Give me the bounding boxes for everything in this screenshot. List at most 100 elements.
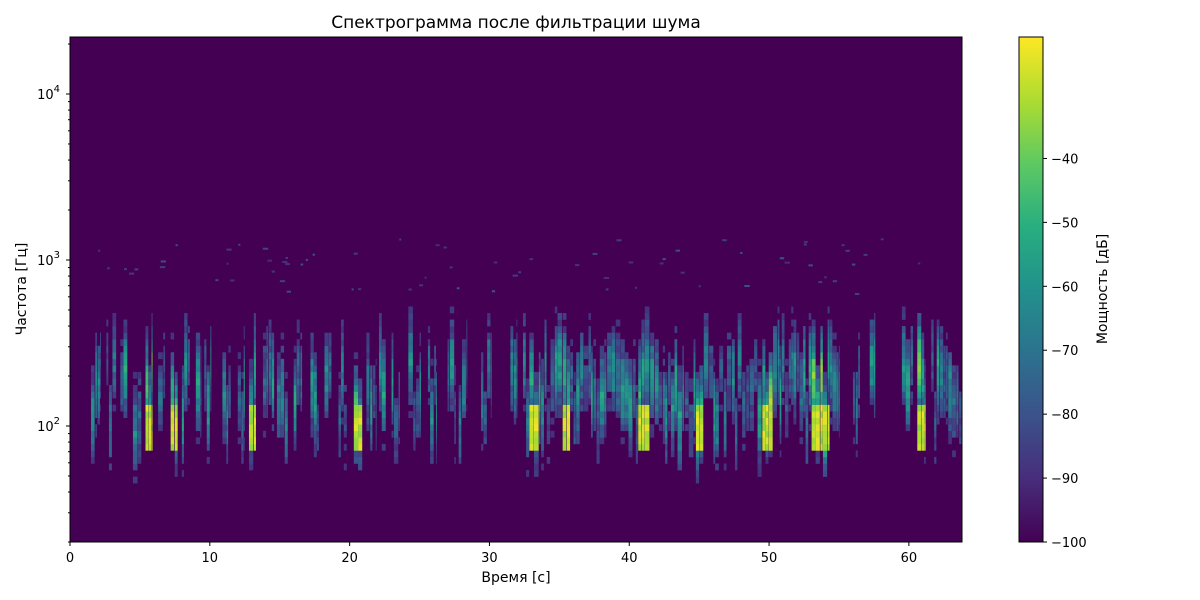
spectrogram-cell bbox=[827, 430, 830, 438]
spectrogram-cell bbox=[917, 365, 922, 373]
spectrogram-cell bbox=[243, 437, 245, 445]
spectrogram-cell bbox=[358, 404, 363, 412]
spectrogram-cell bbox=[628, 437, 633, 445]
spectrogram-cell bbox=[777, 332, 780, 340]
spectrogram-cell bbox=[538, 404, 541, 412]
spectrogram-cell bbox=[381, 339, 386, 347]
spectrogram-cell bbox=[624, 378, 629, 386]
spectrogram-cell bbox=[408, 398, 413, 405]
spectrogram-cell bbox=[280, 411, 285, 418]
spectrogram-cell bbox=[210, 352, 212, 360]
spectrogram-cell bbox=[754, 384, 758, 392]
spectrogram-cell bbox=[836, 398, 839, 405]
spectrogram-cell bbox=[731, 378, 735, 386]
spectrogram-cell bbox=[670, 417, 675, 425]
spectrogram-cell bbox=[901, 365, 906, 373]
spectrogram-cell bbox=[931, 365, 934, 373]
spectrogram-cell bbox=[419, 358, 421, 366]
spectrogram-cell bbox=[905, 424, 911, 432]
spectrogram-cell bbox=[436, 398, 437, 405]
spectrogram-cell bbox=[226, 443, 229, 451]
spectrogram-cell bbox=[615, 371, 621, 379]
spectrogram-cell bbox=[243, 326, 245, 333]
spectrogram-cell bbox=[253, 411, 256, 418]
spectrogram-cell bbox=[237, 411, 241, 418]
spectrogram-cell bbox=[917, 411, 922, 418]
spectrogram-cell bbox=[924, 358, 926, 366]
spectrogram-cell bbox=[268, 352, 272, 360]
spectrogram-cell bbox=[243, 352, 245, 360]
spectrogram-cell bbox=[557, 378, 562, 386]
spectrogram-cell bbox=[284, 417, 288, 425]
spectrogram-cell bbox=[822, 404, 828, 412]
spectrogram-cell bbox=[282, 260, 288, 263]
spectrogram-cell bbox=[583, 371, 589, 379]
spectrogram-cell bbox=[836, 424, 839, 432]
spectrogram-cell bbox=[310, 339, 314, 347]
spectrogram-cell bbox=[436, 430, 437, 438]
spectrogram-cell bbox=[777, 391, 780, 399]
spectrogram-cell bbox=[184, 313, 188, 320]
spectrogram-cell bbox=[228, 378, 231, 386]
spectrogram-cell bbox=[811, 352, 816, 360]
spectrogram-cell bbox=[284, 404, 288, 412]
spectrogram-cell bbox=[271, 352, 275, 360]
spectrogram-cell bbox=[375, 443, 377, 451]
spectrogram-cell bbox=[557, 345, 562, 353]
spectrogram-cell bbox=[526, 437, 530, 445]
spectrogram-cell bbox=[481, 371, 484, 379]
spectrogram-cell bbox=[557, 332, 562, 340]
spectrogram-cell bbox=[827, 352, 830, 360]
spectrogram-cell bbox=[803, 371, 806, 379]
spectrogram-cell bbox=[310, 417, 314, 425]
spectrogram-cell bbox=[562, 411, 567, 418]
spectrogram-cell bbox=[799, 424, 804, 432]
spectrogram-cell bbox=[137, 398, 142, 405]
spectrogram-cell bbox=[731, 391, 735, 399]
spectrogram-cell bbox=[366, 352, 370, 360]
spectrogram-cell bbox=[328, 365, 332, 373]
spectrogram-cell bbox=[580, 391, 584, 399]
spectrogram-cell bbox=[554, 358, 558, 366]
spectrogram-cell bbox=[624, 424, 629, 432]
spectrogram-cell bbox=[90, 430, 95, 438]
spectrogram-cell bbox=[699, 450, 704, 458]
spectrogram-cell bbox=[662, 378, 666, 386]
spectrogram-cell bbox=[516, 352, 518, 360]
spectrogram-cell bbox=[939, 332, 944, 340]
spectrogram-cell bbox=[430, 384, 434, 392]
spectrogram-cell bbox=[628, 261, 634, 264]
spectrogram-cell bbox=[241, 398, 244, 405]
spectrogram-cell bbox=[243, 398, 245, 405]
spectrogram-cell bbox=[731, 384, 735, 392]
spectrogram-cell bbox=[271, 404, 275, 412]
spectrogram-cell bbox=[777, 384, 780, 392]
spectrogram-cell bbox=[684, 398, 689, 405]
spectrogram-cell bbox=[693, 371, 696, 379]
spectrogram-cell bbox=[784, 384, 789, 392]
spectrogram-cell bbox=[703, 319, 709, 327]
spectrogram-cell bbox=[513, 398, 517, 405]
spectrogram-cell bbox=[353, 352, 359, 360]
spectrogram-cell bbox=[370, 371, 373, 379]
spectrogram-cell bbox=[120, 391, 124, 399]
spectrogram-cell bbox=[454, 371, 456, 379]
spectrogram-cell bbox=[952, 398, 956, 405]
spectrogram-cell bbox=[777, 319, 780, 327]
spectrogram-cell bbox=[959, 430, 962, 438]
spectrogram-cell bbox=[670, 450, 675, 458]
spectrogram-cell bbox=[184, 371, 188, 379]
spectrogram-cell bbox=[591, 398, 593, 405]
spectrogram-cell bbox=[481, 443, 484, 451]
spectrogram-cell bbox=[449, 352, 455, 360]
spectrogram-cell bbox=[781, 352, 785, 360]
spectrogram-cell bbox=[566, 384, 571, 392]
spectrogram-cell bbox=[832, 280, 838, 283]
spectrogram-cell bbox=[943, 404, 946, 412]
spectrogram-cell bbox=[458, 411, 462, 418]
spectrogram-cell bbox=[241, 430, 244, 438]
spectrogram-cell bbox=[615, 365, 621, 373]
spectrogram-cell bbox=[654, 365, 659, 373]
spectrogram-cell bbox=[650, 332, 655, 340]
spectrogram-cell bbox=[633, 378, 636, 386]
